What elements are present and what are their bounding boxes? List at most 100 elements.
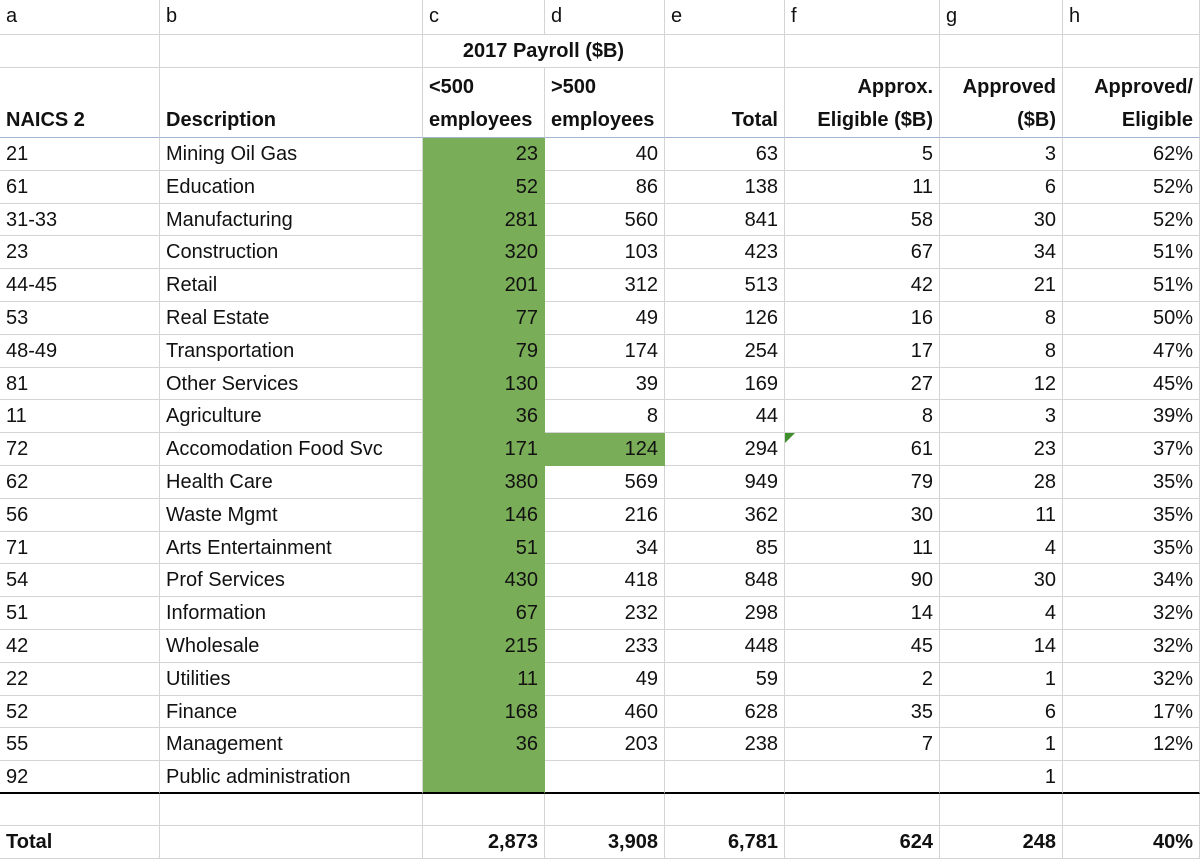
cell[interactable]: 23 [940,433,1063,466]
cell[interactable]: 201 [423,269,545,302]
cell[interactable]: 32% [1063,597,1200,630]
cell[interactable]: 17% [1063,695,1200,729]
cell[interactable] [545,761,665,794]
cell[interactable]: 48-49 [0,334,160,368]
cell[interactable]: 30 [940,564,1063,598]
cell[interactable]: 71 [0,531,160,565]
cell[interactable] [160,794,423,826]
total-cell[interactable]: 6,781 [665,826,785,859]
cell[interactable] [665,794,785,826]
cell[interactable]: 90 [785,564,940,598]
cell[interactable]: 16 [785,302,940,335]
cell[interactable]: 8 [545,400,665,434]
column-letter[interactable]: b [160,0,423,35]
cell[interactable]: 8 [785,400,940,434]
cell[interactable]: Public administration [160,761,423,794]
cell[interactable]: 513 [665,269,785,302]
cell[interactable]: 62% [1063,138,1200,171]
cell[interactable]: 146 [423,498,545,532]
total-cell[interactable]: 40% [1063,826,1200,859]
cell[interactable]: 37% [1063,433,1200,466]
cell[interactable]: 418 [545,564,665,598]
cell[interactable] [940,794,1063,826]
cell[interactable]: 53 [0,302,160,335]
cell[interactable]: 5 [785,138,940,171]
cell[interactable]: 124 [545,433,665,466]
cell[interactable]: 294 [665,433,785,466]
cell[interactable]: 4 [940,597,1063,630]
cell[interactable]: 215 [423,630,545,663]
cell[interactable]: Transportation [160,334,423,368]
cell[interactable]: Waste Mgmt [160,498,423,532]
cell[interactable]: 44 [665,400,785,434]
cell[interactable]: 233 [545,630,665,663]
column-letter[interactable]: h [1063,0,1200,35]
group-header[interactable]: 2017 Payroll ($B) [423,35,665,68]
cell[interactable]: 281 [423,203,545,237]
cell[interactable]: 1 [940,761,1063,794]
cell[interactable]: 77 [423,302,545,335]
cell[interactable]: 841 [665,203,785,237]
cell[interactable]: 7 [785,728,940,762]
cell[interactable]: 17 [785,334,940,368]
cell[interactable]: 55 [0,728,160,762]
cell[interactable]: 171 [423,433,545,466]
cell[interactable] [785,761,940,794]
cell[interactable]: 203 [545,728,665,762]
cell[interactable]: 36 [423,728,545,762]
cell[interactable]: 40 [545,138,665,171]
cell[interactable]: 11 [785,531,940,565]
cell[interactable]: 42 [0,630,160,663]
cell[interactable]: Wholesale [160,630,423,663]
cell[interactable]: 949 [665,466,785,499]
cell[interactable]: 47% [1063,334,1200,368]
column-header[interactable]: >500 employees [545,68,665,138]
cell[interactable]: Education [160,170,423,204]
cell[interactable]: 320 [423,236,545,270]
cell[interactable]: 51% [1063,269,1200,302]
column-letter[interactable]: f [785,0,940,35]
cell[interactable]: 6 [940,170,1063,204]
cell[interactable]: 138 [665,170,785,204]
cell[interactable]: 51 [423,531,545,565]
cell[interactable]: 14 [785,597,940,630]
cell[interactable] [1063,35,1200,68]
cell[interactable]: 448 [665,630,785,663]
column-header[interactable]: Approx. Eligible ($B) [785,68,940,138]
cell[interactable]: 34 [545,531,665,565]
cell[interactable]: 44-45 [0,269,160,302]
cell[interactable]: 460 [545,695,665,729]
cell[interactable]: 52% [1063,170,1200,204]
cell[interactable]: 312 [545,269,665,302]
cell[interactable]: 168 [423,695,545,729]
cell[interactable]: 560 [545,203,665,237]
cell[interactable]: 28 [940,466,1063,499]
column-letter[interactable]: e [665,0,785,35]
cell[interactable]: 81 [0,367,160,401]
cell[interactable]: 51 [0,597,160,630]
cell[interactable]: 430 [423,564,545,598]
cell[interactable]: 3 [940,138,1063,171]
cell[interactable]: 130 [423,367,545,401]
total-cell[interactable]: 3,908 [545,826,665,859]
cell[interactable]: 11 [785,170,940,204]
cell[interactable]: 126 [665,302,785,335]
cell[interactable] [1063,794,1200,826]
total-cell[interactable]: Total [0,826,160,859]
cell[interactable]: 49 [545,302,665,335]
cell[interactable]: Accomodation Food Svc [160,433,423,466]
cell[interactable]: 31-33 [0,203,160,237]
cell[interactable]: Manufacturing [160,203,423,237]
cell[interactable]: 1 [940,662,1063,696]
cell[interactable]: 22 [0,662,160,696]
cell[interactable]: 39 [545,367,665,401]
cell[interactable]: 30 [785,498,940,532]
cell[interactable]: Agriculture [160,400,423,434]
cell[interactable]: 11 [940,498,1063,532]
cell[interactable]: 34 [940,236,1063,270]
column-letter[interactable]: d [545,0,665,35]
cell[interactable]: 36 [423,400,545,434]
cell[interactable]: 103 [545,236,665,270]
cell[interactable] [0,794,160,826]
cell[interactable]: 569 [545,466,665,499]
